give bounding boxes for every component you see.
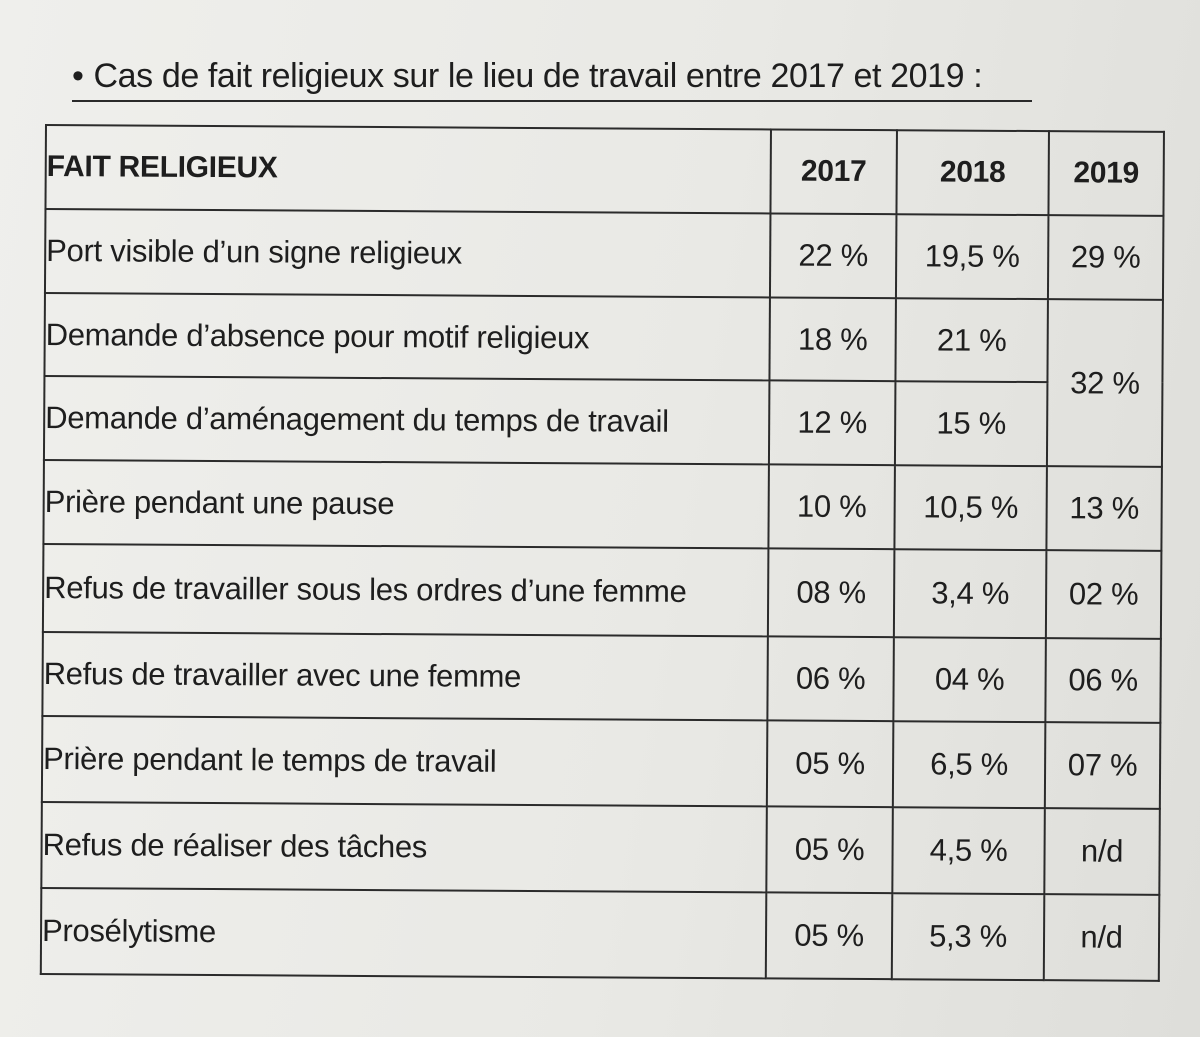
- cell-2018: 21 %: [895, 298, 1048, 383]
- row-label: Prière pendant une pause: [43, 459, 769, 549]
- header-2017: 2017: [770, 129, 897, 215]
- cell-2017: 18 %: [769, 297, 896, 382]
- table-row: Port visible d’un signe religieux 22 % 1…: [44, 209, 1164, 300]
- cell-2019: n/d: [1043, 894, 1160, 981]
- cell-2018: 04 %: [893, 637, 1046, 723]
- row-label: Refus de réaliser des tâches: [41, 801, 767, 893]
- table-row: Demande d’aménagement du temps de travai…: [43, 376, 1162, 467]
- row-label: Refus de travailler avec une femme: [42, 631, 768, 721]
- religious-facts-table: FAIT RELIGIEUX 2017 2018 2019 Port visib…: [40, 124, 1165, 982]
- bullet-icon: •: [72, 57, 84, 95]
- table-row: Demande d’absence pour motif religieux 1…: [44, 293, 1163, 467]
- table-row: Prière pendant une pause 10 % 10,5 % 13 …: [43, 459, 1162, 551]
- cell-2018: 10,5 %: [894, 465, 1047, 551]
- cell-2018: 15 %: [894, 381, 1048, 467]
- section-title: • Cas de fait religieux sur le lieu de tr…: [72, 52, 1032, 102]
- row-label: Prière pendant le temps de travail: [41, 715, 768, 807]
- cell-2017: 06 %: [767, 636, 894, 722]
- cell-2017: 05 %: [766, 720, 894, 808]
- row-label: Refus de travailler sous les ordres d’un…: [42, 543, 769, 637]
- cell-2019: 29 %: [1047, 215, 1164, 300]
- cell-2019: 13 %: [1046, 466, 1162, 551]
- row-label: Port visible d’un signe religieux: [44, 209, 771, 298]
- table-row: Refus de réaliser des tâches 05 % 4,5 % …: [41, 801, 1160, 895]
- table-row: Refus de travailler sous les ordres d’un…: [42, 543, 1162, 639]
- cell-2019: 02 %: [1045, 550, 1162, 639]
- cell-2017: 22 %: [769, 213, 897, 299]
- cell-2019-merged: 32 %: [1046, 299, 1163, 467]
- row-label: Prosélytisme: [40, 887, 767, 979]
- cell-2017: 08 %: [767, 548, 895, 638]
- header-fait-religieux: FAIT RELIGIEUX: [45, 125, 771, 214]
- cell-2019: 06 %: [1045, 638, 1161, 723]
- table-row: Prière pendant le temps de travail 05 % …: [41, 715, 1161, 809]
- cell-2019: n/d: [1044, 808, 1160, 895]
- cell-2018: 5,3 %: [891, 893, 1045, 981]
- cell-2017: 10 %: [768, 464, 895, 550]
- cell-2018: 4,5 %: [892, 807, 1045, 895]
- section-title-text: Cas de fait religieux sur le lieu de tra…: [93, 57, 983, 95]
- row-label: Demande d’aménagement du temps de travai…: [43, 376, 770, 465]
- cell-2019: 07 %: [1044, 722, 1161, 809]
- cell-2018: 6,5 %: [892, 721, 1046, 809]
- cell-2017: 05 %: [766, 806, 893, 894]
- header-2018: 2018: [896, 130, 1049, 216]
- table-row: Refus de travailler avec une femme 06 % …: [42, 631, 1161, 723]
- header-2019: 2019: [1048, 131, 1164, 216]
- cell-2017: 12 %: [768, 380, 896, 466]
- table-row: Prosélytisme 05 % 5,3 % n/d: [40, 887, 1160, 981]
- cell-2018: 19,5 %: [895, 214, 1049, 300]
- table-header-row: FAIT RELIGIEUX 2017 2018 2019: [45, 125, 1164, 216]
- cell-2018: 3,4 %: [893, 549, 1047, 639]
- row-label: Demande d’absence pour motif religieux: [44, 293, 770, 381]
- cell-2017: 05 %: [765, 892, 893, 980]
